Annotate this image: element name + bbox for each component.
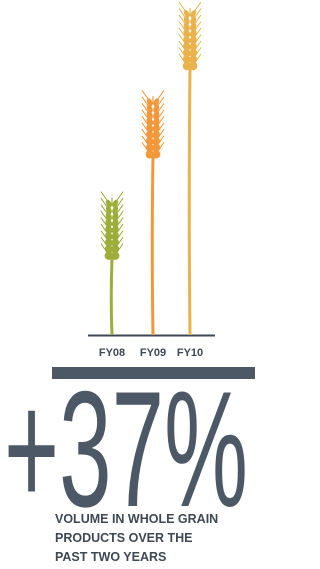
x-tick-label: FY09 [140, 347, 166, 359]
stem [189, 68, 190, 335]
caption-line: PRODUCTS OVER THE [55, 531, 193, 545]
caption-line: PAST TWO YEARS [55, 550, 166, 564]
x-tick-label: FY08 [99, 347, 125, 359]
wheat-stalk [142, 90, 164, 335]
page: {"chart_data": {"type": "pictograph", "c… [0, 0, 255, 569]
caption-line: VOLUME IN WHOLE GRAIN [55, 512, 218, 526]
x-tick-label: FY10 [177, 347, 203, 359]
wheat-stalk [101, 192, 123, 335]
wheat-stalk [179, 2, 201, 335]
stem [111, 258, 112, 335]
stem [152, 156, 153, 335]
